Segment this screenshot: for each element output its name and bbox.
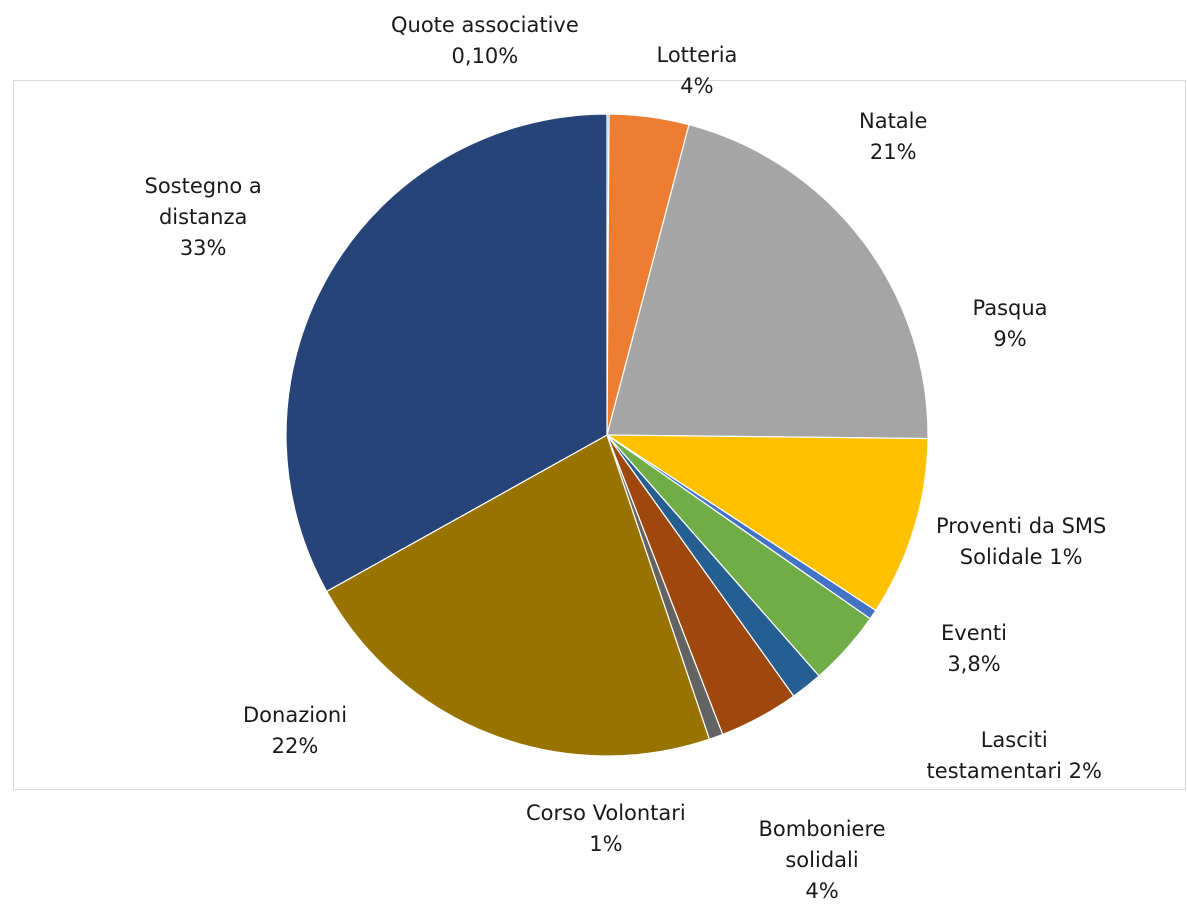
data-label-lotteria: Lotteria 4% [657,40,738,102]
pie-slice-sostegno-a-distanza [285,113,608,593]
pie-slice-pasqua [604,434,929,612]
data-label-line: Donazioni [243,703,348,727]
data-label-eventi: Eventi 3,8% [941,618,1007,680]
data-label-line: 1% [589,832,623,856]
data-label-proventi-da-sms-solidale: Proventi da SMS Solidale 1% [936,511,1106,573]
data-label-line: Natale [859,109,928,133]
pie-slice-donazioni [325,434,711,757]
data-label-line: distanza [158,205,248,229]
data-label-line: Proventi da SMS [936,514,1107,538]
data-label-line: Lasciti [980,728,1048,752]
data-label-line: 22% [271,734,319,758]
data-label-line: Sostegno a [144,174,262,198]
data-label-quote-associative: Quote associative 0,10% [391,10,579,72]
data-label-donazioni: Donazioni 22% [243,700,347,762]
data-label-line: 4% [680,74,714,98]
data-label-line: Corso Volontari [526,801,686,825]
data-label-line: 3,8% [947,652,1001,676]
data-label-pasqua: Pasqua 9% [973,293,1048,355]
data-label-line: 21% [869,140,917,164]
data-label-line: testamentari 2% [926,759,1102,783]
data-label-sostegno-a-distanza: Sostegno a distanza 33% [145,171,262,264]
data-label-lasciti-testamentari: Lasciti testamentari 2% [927,725,1102,787]
data-label-line: Quote associative [391,13,579,37]
data-label-line: Bomboniere [758,817,886,841]
data-label-line: 4% [805,879,839,903]
pie-slice-natale [606,123,929,440]
data-label-line: Lotteria [656,43,738,67]
data-label-line: Eventi [941,621,1007,645]
data-label-line: 9% [993,327,1027,351]
data-label-line: 0,10% [451,44,519,68]
data-label-line: Pasqua [972,296,1048,320]
data-label-natale: Natale 21% [859,106,927,168]
data-label-line: solidali [785,848,859,872]
data-label-line: 33% [179,236,227,260]
data-label-corso-volontari: Corso Volontari 1% [526,798,686,860]
data-label-bomboniere-solidali: Bomboniere solidali 4% [759,814,886,907]
data-label-line: Solidale 1% [959,545,1083,569]
